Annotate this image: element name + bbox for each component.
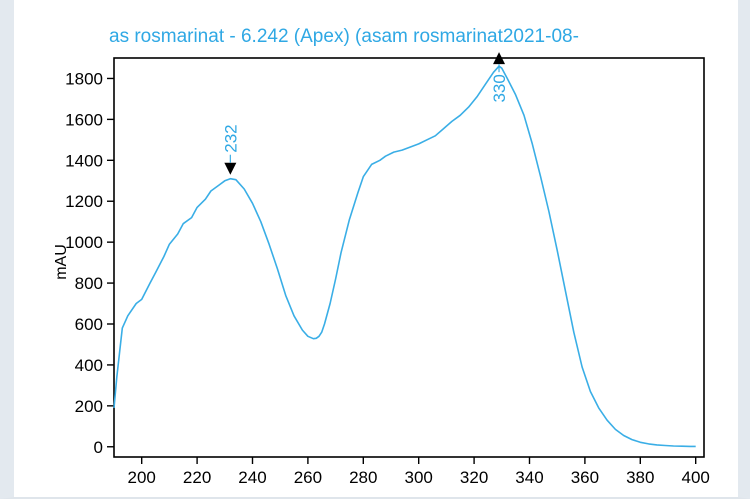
x-tick-label: 260 xyxy=(294,468,322,487)
peak-label: 232 xyxy=(221,124,240,152)
x-axis-label: nm xyxy=(395,495,417,497)
y-tick-label: 1800 xyxy=(65,69,103,88)
y-tick-label: 400 xyxy=(75,356,103,375)
x-tick-label: 320 xyxy=(460,468,488,487)
y-axis-label: mAU xyxy=(53,244,70,280)
y-tick-label: 200 xyxy=(75,397,103,416)
spectrum-chart: as rosmarinat - 6.242 (Apex) (asam rosma… xyxy=(53,26,710,497)
x-tick-label: 240 xyxy=(238,468,266,487)
peak-label: 330 xyxy=(490,74,509,102)
x-tick-label: 380 xyxy=(626,468,654,487)
y-tick-label: 1600 xyxy=(65,110,103,129)
x-tick-label: 340 xyxy=(515,468,543,487)
y-tick-label: 1400 xyxy=(65,151,103,170)
spectrum-line xyxy=(113,65,696,448)
x-tick-label: 280 xyxy=(349,468,377,487)
y-tick-label: 1000 xyxy=(65,233,103,252)
peak-marker-down xyxy=(224,162,237,175)
y-tick-label: 600 xyxy=(75,315,103,334)
plot-area: 0 200 400 600 800 1000 1200 1400 1600 1800 200 220 2… xyxy=(65,52,710,487)
peak-marker-up xyxy=(493,52,506,65)
y-tick-label: 0 xyxy=(94,438,103,457)
x-tick-label: 400 xyxy=(682,468,710,487)
y-tick-label: 1200 xyxy=(65,192,103,211)
x-tick-label: 220 xyxy=(183,468,211,487)
x-tick-label: 200 xyxy=(128,468,156,487)
plot-border xyxy=(113,57,705,458)
x-tick-label: 360 xyxy=(571,468,599,487)
x-tick-label: 300 xyxy=(405,468,433,487)
chart-title: as rosmarinat - 6.242 (Apex) (asam rosma… xyxy=(109,26,579,47)
y-tick-label: 800 xyxy=(75,274,103,293)
